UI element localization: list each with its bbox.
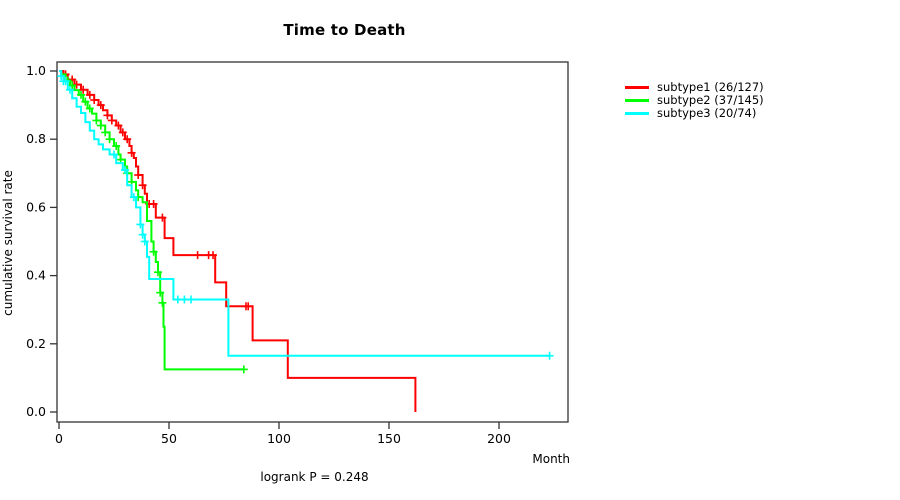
legend: subtype1 (26/127) subtype2 (37/145) subtyp… xyxy=(625,81,764,120)
logrank-annotation: logrank P = 0.248 xyxy=(260,470,369,484)
x-tick-label: 200 xyxy=(487,431,511,446)
legend-label: subtype2 (37/145) xyxy=(657,93,764,107)
x-axis-unit-label: Month xyxy=(532,452,570,466)
y-tick-label: 0.2 xyxy=(26,336,46,351)
chart-title: Time to Death xyxy=(283,21,406,39)
y-tick-label: 0.0 xyxy=(26,404,46,419)
x-tick-label: 100 xyxy=(267,431,291,446)
survival-curve-2 xyxy=(59,70,244,371)
x-tick-label: 150 xyxy=(377,431,401,446)
legend-item: subtype1 (26/127) xyxy=(625,81,764,94)
x-tick-label: 50 xyxy=(161,431,177,446)
x-tick-label: 0 xyxy=(55,431,63,446)
survival-curve-3 xyxy=(59,70,550,357)
legend-label: subtype1 (26/127) xyxy=(657,80,764,94)
y-tick-label: 1.0 xyxy=(26,63,46,78)
legend-line-swatch xyxy=(625,99,649,102)
y-tick-label: 0.4 xyxy=(26,268,46,283)
legend-item: subtype3 (20/74) xyxy=(625,107,764,120)
legend-line-swatch xyxy=(625,112,649,115)
survival-curve-1 xyxy=(59,70,417,412)
legend-label: subtype3 (20/74) xyxy=(657,106,757,120)
legend-line-swatch xyxy=(625,86,649,89)
legend-item: subtype2 (37/145) xyxy=(625,94,764,107)
y-tick-label: 0.8 xyxy=(26,131,46,146)
y-tick-label: 0.6 xyxy=(26,199,46,214)
plot-box xyxy=(56,61,569,423)
